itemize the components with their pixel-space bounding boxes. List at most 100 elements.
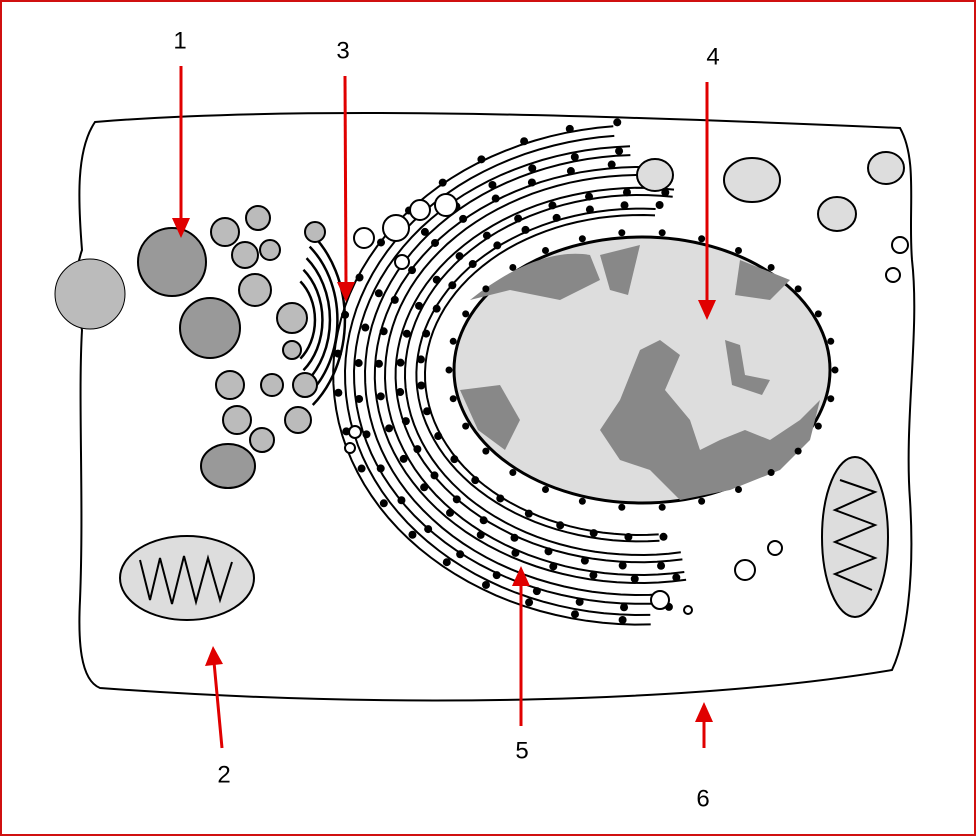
golgi-cisterna (311, 234, 347, 406)
ribosome (657, 561, 666, 570)
ribosome (423, 407, 432, 416)
ribosome (379, 499, 388, 508)
ribosome (496, 494, 505, 503)
ribosome (479, 516, 488, 525)
ribosome (452, 495, 461, 504)
ribosome (334, 388, 343, 397)
ribosome (438, 178, 447, 187)
ribosome (827, 337, 835, 345)
er-cisterna (403, 193, 681, 557)
label: 4 (706, 43, 719, 70)
ribosome (432, 275, 441, 284)
ribosome (589, 529, 598, 538)
ribosome (735, 246, 742, 254)
ribosome (767, 263, 775, 271)
ribosome (432, 304, 441, 313)
mitochondrion (119, 535, 255, 621)
ribosome (424, 525, 433, 534)
vesicle (344, 442, 356, 454)
label: 5 (515, 737, 528, 764)
ribosome (413, 445, 422, 454)
cristae (139, 554, 233, 606)
golgi-vesicle (282, 340, 302, 360)
ribosome (794, 285, 802, 293)
ribosome (556, 521, 565, 530)
arrow (343, 75, 348, 286)
golgi-vesicle (284, 406, 312, 434)
ribosome (459, 214, 468, 223)
golgi-vesicle (238, 273, 272, 307)
ribosome (578, 235, 586, 243)
vesicle (683, 605, 693, 615)
golgi-vesicle (292, 372, 318, 398)
chromatin (600, 245, 640, 295)
ribosome (445, 366, 453, 374)
ribosome (607, 160, 616, 169)
ribosome (589, 571, 598, 580)
ribosome (402, 329, 411, 338)
ribosome (585, 192, 594, 201)
chromatin (470, 253, 600, 300)
ribosome (585, 205, 594, 214)
ribosome (659, 532, 668, 541)
ribosome (455, 252, 464, 261)
ribosome (698, 497, 706, 505)
ribosome (361, 323, 370, 332)
ribosome (355, 394, 364, 403)
ribosome (417, 381, 426, 390)
golgi-vesicle (231, 241, 259, 269)
cristae (832, 479, 878, 591)
ribosome (511, 548, 520, 557)
ribosome (446, 508, 455, 517)
golgi-vesicle (259, 239, 281, 261)
ribosome (528, 164, 537, 173)
vesicle (200, 443, 256, 489)
ribosome (449, 337, 457, 345)
ribosome (570, 152, 579, 161)
golgi-cisterna (302, 268, 324, 372)
er-cisterna (423, 213, 659, 537)
ribosome (618, 229, 626, 237)
ribosome (615, 147, 624, 156)
ribosome (450, 455, 459, 464)
ribosome (379, 327, 388, 336)
chromatin (460, 385, 520, 450)
ribosome (566, 167, 575, 176)
ribosome (552, 213, 561, 222)
ribosome (482, 231, 491, 240)
er-cisterna (373, 165, 687, 585)
ribosome (354, 359, 363, 368)
ribosome (520, 137, 529, 146)
ribosome (521, 225, 530, 234)
vesicle (179, 297, 241, 359)
golgi-vesicle (260, 373, 284, 397)
label: 3 (336, 37, 349, 64)
ribosome (613, 118, 622, 127)
ribosome (527, 178, 536, 187)
ribosome (416, 355, 425, 364)
golgi-cisterna (305, 257, 332, 383)
ribosome (374, 359, 383, 368)
ribosome (377, 238, 386, 247)
arrowhead (512, 566, 530, 586)
vesicle (650, 590, 670, 610)
ribosome (570, 610, 579, 619)
ribosome (482, 285, 490, 293)
ribosome (385, 424, 394, 433)
er-cisterna (383, 173, 685, 577)
ribosome (448, 281, 457, 290)
er-cisterna (332, 125, 651, 626)
ribosome (396, 358, 405, 367)
golgi (210, 205, 347, 453)
arrowhead (172, 218, 190, 238)
vesicle (137, 227, 207, 297)
ribosome (565, 124, 574, 133)
golgi-cisterna (299, 280, 317, 360)
ribosome (767, 469, 775, 477)
ribosome (482, 447, 490, 455)
ribosome (362, 430, 371, 439)
arrowhead (337, 282, 355, 302)
ribosome (658, 229, 666, 237)
vesicle (54, 258, 126, 330)
ribosome (580, 556, 589, 565)
